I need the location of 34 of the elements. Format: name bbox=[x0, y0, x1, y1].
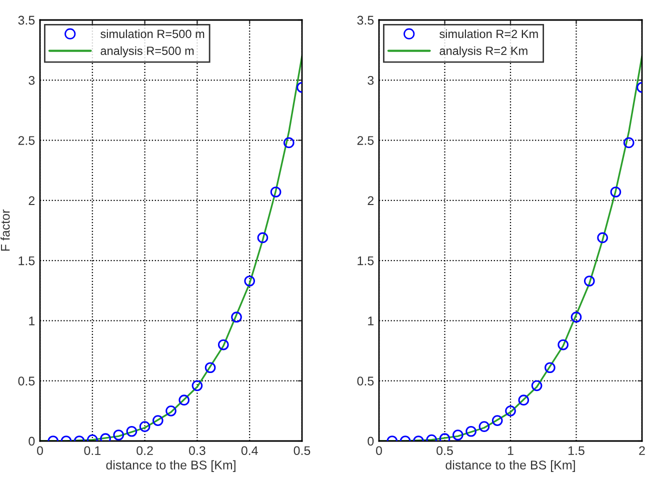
x-tick-label: 2 bbox=[639, 446, 645, 455]
y-tick-label: 1.5 bbox=[18, 256, 35, 266]
y-tick-label: 3.5 bbox=[18, 16, 35, 25]
x-tick-label: 0.5 bbox=[294, 446, 310, 456]
x-tick-label: 1 bbox=[508, 446, 514, 455]
y-tick-label: 0 bbox=[368, 436, 374, 446]
x-tick-label: 0 bbox=[37, 446, 43, 456]
legend-label: analysis R=500 m bbox=[100, 46, 194, 58]
x-axis-title: distance to the BS [Km] bbox=[106, 460, 236, 472]
x-tick-label: 0 bbox=[376, 446, 382, 456]
x-tick-label: 0.4 bbox=[241, 446, 258, 456]
y-tick-label: 3 bbox=[368, 76, 374, 85]
y-tick-label: 1 bbox=[29, 316, 35, 326]
y-axis-title: F factor bbox=[0, 210, 10, 251]
legend-label: analysis R=2 Km bbox=[440, 46, 528, 58]
x-tick-label: 0.1 bbox=[84, 446, 100, 456]
legend-label: simulation R=2 Km bbox=[440, 29, 538, 38]
x-tick-label: 0.2 bbox=[136, 446, 153, 456]
legend-label: simulation R=500 m bbox=[100, 29, 204, 38]
y-tick-label: 2.5 bbox=[357, 136, 374, 145]
y-tick-label: 3 bbox=[28, 76, 35, 85]
y-tick-label: 2.5 bbox=[18, 136, 35, 145]
y-tick-label: 1.5 bbox=[358, 256, 374, 266]
y-tick-label: 3.5 bbox=[357, 16, 374, 25]
x-tick-label: 0.5 bbox=[436, 446, 453, 456]
y-tick-label: 0.5 bbox=[357, 376, 374, 386]
x-tick-label: 1.5 bbox=[568, 446, 584, 456]
y-tick-label: 0.5 bbox=[18, 376, 35, 386]
y-tick-label: 1 bbox=[368, 316, 374, 326]
y-tick-label: 2 bbox=[28, 196, 35, 205]
x-axis-title: distance to the BS [Km] bbox=[446, 460, 575, 472]
x-tick-label: 0.3 bbox=[189, 446, 206, 456]
y-tick-label: 2 bbox=[368, 196, 374, 205]
y-tick-label: 0 bbox=[28, 436, 35, 446]
